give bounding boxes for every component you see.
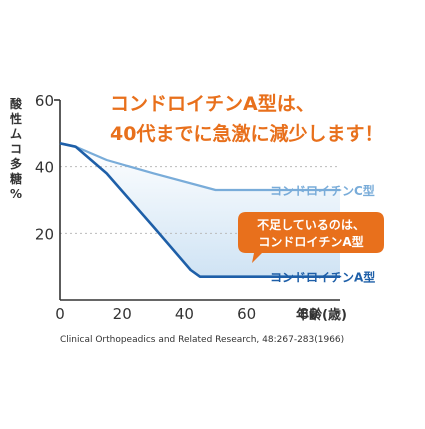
callout-text-line-2: コンドロイチンA型: [258, 234, 363, 249]
callout-text-line-1: 不足しているのは、: [257, 218, 365, 232]
x-tick-label-80: 80: [299, 305, 318, 323]
series-label-chondroitin-c: コンドロイチンC型: [270, 183, 375, 198]
series-label-chondroitin-a: コンドロイチンA型: [270, 270, 375, 285]
callout-bubble: 不足しているのは、コンドロイチンA型: [238, 212, 384, 263]
x-tick-label-20: 20: [113, 305, 132, 323]
x-axis-label: 年齢(歳): [296, 307, 347, 323]
x-tick-label-0: 0: [55, 305, 65, 323]
headline-line-1: コンドロイチンA型は、: [110, 92, 315, 115]
y-tick-label-60: 60: [35, 92, 54, 110]
y-tick-label-20: 20: [35, 225, 54, 243]
y-tick-label-40: 40: [35, 159, 54, 177]
gap-area: [60, 143, 340, 277]
x-tick-label-60: 60: [237, 305, 256, 323]
source-citation: Clinical Orthopeadics and Related Resear…: [60, 335, 344, 345]
series-line-chondroitin-a: [59, 142, 340, 278]
callout-shape: [238, 212, 384, 263]
x-tick-label-40: 40: [175, 305, 194, 323]
y-axis-label: 酸性ムコ多糖%: [9, 96, 23, 201]
headline-line-2: 40代までに急激に減少します！: [110, 122, 383, 145]
